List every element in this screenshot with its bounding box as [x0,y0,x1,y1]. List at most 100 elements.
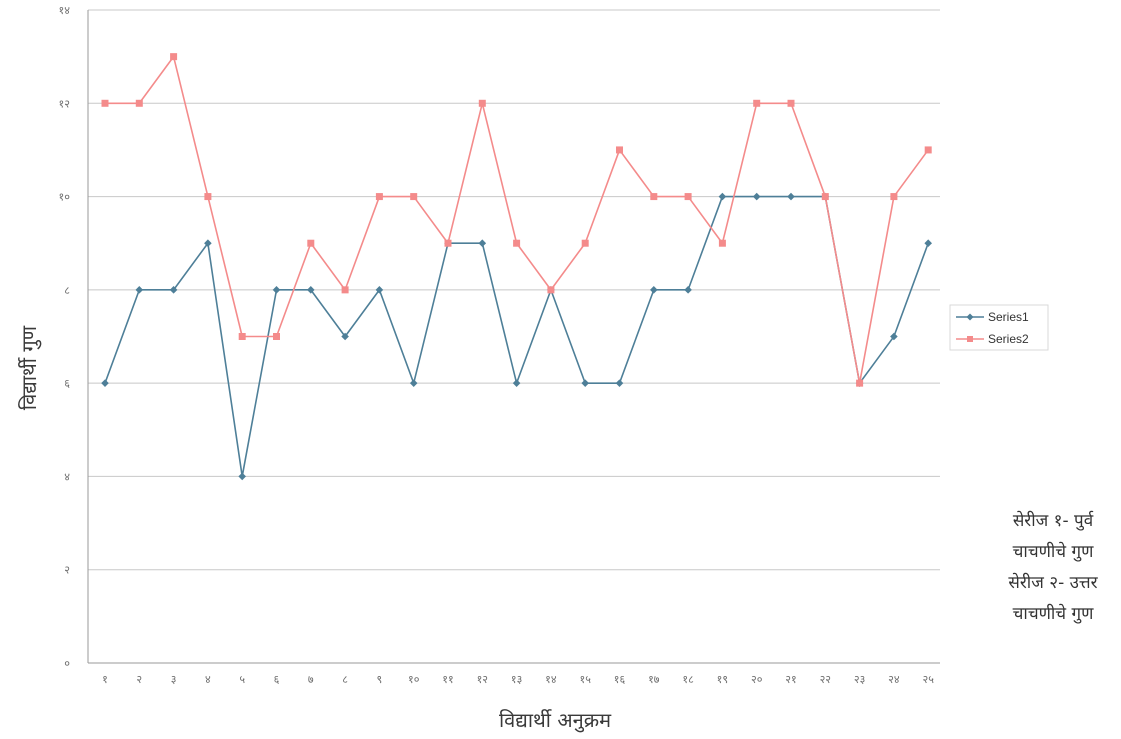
x-tick-label: १४ [545,673,557,686]
x-tick-label: १६ [614,673,626,686]
series-line-1 [104,195,929,478]
x-tick-label: १९ [717,673,728,686]
y-axis-title: विद्यार्थी गुण [17,325,42,410]
data-point-series1 [409,379,418,387]
data-point-series1 [512,379,521,387]
data-point-series2 [684,193,692,201]
x-tick-label: २१ [785,673,796,686]
y-tick-labels: ० २ ४ ६ ८ १० १२ १४ [59,4,71,670]
legend-label-series2: Series2 [988,332,1029,346]
y-tick-label: ६ [64,377,70,390]
x-tick-label: १ [102,673,108,686]
axes [87,10,940,664]
x-tick-label: २२ [820,673,831,686]
data-point-series2 [444,239,452,247]
x-tick-label: १७ [648,673,660,686]
data-point-series2 [238,333,246,340]
y-tick-label: १२ [59,97,70,110]
series-lines [101,53,932,481]
data-point-series2 [616,146,623,154]
legend-label-series1: Series1 [988,310,1029,324]
series-2 [101,53,932,387]
data-point-series2 [170,53,178,61]
x-tick-label: १५ [579,673,591,686]
data-point-series2 [547,286,555,294]
data-point-series1 [752,192,761,201]
data-point-series2 [650,193,658,201]
side-note: सेरीज १- पुर्व चाचणीचे गुण सेरीज २- उत्त… [1008,510,1098,624]
series-line-2 [105,55,929,384]
side-note-line-1: सेरीज १- पुर्व [1013,510,1094,531]
side-note-line-4: चाचणीचे गुण [1013,603,1094,624]
data-point-series1 [890,332,898,341]
y-tick-label: १४ [59,4,71,17]
data-point-series1 [135,286,144,294]
x-tick-label: १८ [682,673,694,686]
data-point-series1 [307,286,315,294]
x-tick-label: ११ [442,673,453,686]
x-tick-label: ३ [171,673,177,686]
data-point-series2 [787,99,795,107]
x-tick-labels: १ २ ३ ४ ५ ६ ७ ८ ९ १० ११ १२ १३ १४ १५ १६ १७ १८ १९ २० २१ २२ २३ २४ २… [102,673,934,686]
data-point-series2 [478,99,486,107]
legend: Series1 Series2 [949,304,1049,351]
data-point-series2 [375,193,383,201]
data-point-series1 [272,286,281,294]
data-point-series2 [821,193,829,201]
side-note-line-3: सेरीज २- उत्तर [1008,572,1098,593]
x-tick-label: ५ [239,673,245,686]
x-axis-title: विद्यार्थी अनुक्रम [499,708,612,733]
data-point-series2 [890,193,898,201]
y-tick-label: ० [64,657,70,670]
legend-marker-series2 [967,336,973,342]
data-point-series1 [924,239,932,248]
data-point-series1 [718,192,727,201]
data-point-series2 [410,193,418,201]
legend-item-series2: Series2 [956,332,1029,346]
x-tick-label: २४ [888,673,900,686]
gridlines [88,9,940,571]
y-tick-label: ४ [64,470,70,483]
data-point-series1 [787,192,795,201]
data-point-series1 [615,379,624,387]
data-point-series2 [307,239,315,247]
data-point-series2 [856,379,864,387]
data-point-series1 [684,286,692,294]
legend-item-series1: Series1 [956,310,1029,324]
data-point-series2 [273,333,280,340]
y-tick-label: १० [59,191,71,204]
data-point-series2 [341,286,349,294]
data-point-series1 [204,239,212,248]
data-point-series1 [375,286,384,294]
data-point-series2 [924,146,932,154]
data-point-series1 [650,286,658,294]
x-tick-label: ६ [274,673,280,686]
data-point-series2 [135,99,143,107]
x-tick-label: ७ [308,673,314,686]
data-point-series2 [513,239,521,247]
y-tick-label: ८ [64,284,70,297]
data-point-series1 [238,472,246,481]
x-tick-label: २५ [922,673,934,686]
x-tick-label: १३ [511,673,522,686]
x-tick-label: ९ [377,673,383,686]
x-tick-label: २३ [854,673,865,686]
x-tick-label: ८ [342,673,348,686]
y-tick-label: २ [64,564,70,577]
x-tick-label: २ [136,673,142,686]
data-point-series1 [169,286,178,294]
series-1 [101,192,932,481]
x-tick-label: १० [408,673,420,686]
data-point-series2 [101,99,109,107]
legend-marker-series1 [966,313,974,321]
data-point-series1 [478,239,487,248]
legend-box [949,304,1049,351]
x-tick-label: ४ [205,673,211,686]
side-note-line-2: चाचणीचे गुण [1013,541,1094,562]
data-point-series2 [204,193,212,201]
data-point-series1 [581,379,589,387]
data-point-series2 [581,239,589,247]
data-point-series2 [753,99,761,107]
x-tick-label: १२ [477,673,488,686]
